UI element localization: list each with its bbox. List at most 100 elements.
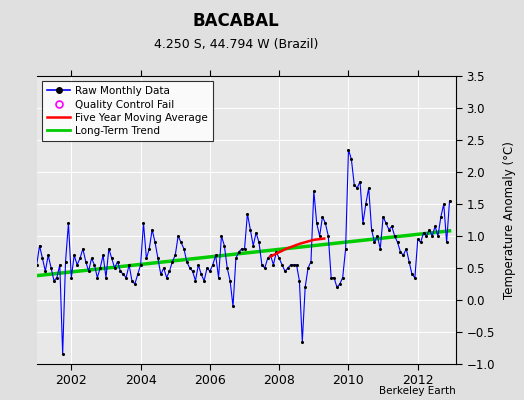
- Point: [249, 242, 257, 249]
- Point: [434, 233, 442, 239]
- Point: [111, 265, 119, 271]
- Point: [223, 265, 232, 271]
- Point: [96, 265, 104, 271]
- Point: [212, 252, 220, 258]
- Point: [442, 239, 451, 246]
- Point: [359, 220, 367, 226]
- Point: [370, 239, 379, 246]
- Point: [283, 265, 292, 271]
- Point: [353, 185, 362, 191]
- Point: [264, 255, 272, 262]
- Point: [312, 220, 321, 226]
- Point: [333, 284, 341, 290]
- Point: [292, 262, 301, 268]
- Point: [310, 188, 318, 194]
- Point: [275, 255, 283, 262]
- Point: [399, 252, 408, 258]
- Point: [41, 268, 50, 274]
- Point: [431, 223, 439, 230]
- Point: [38, 255, 47, 262]
- Point: [272, 249, 280, 255]
- Point: [44, 252, 52, 258]
- Point: [200, 278, 209, 284]
- Point: [260, 265, 269, 271]
- Point: [174, 233, 182, 239]
- Point: [99, 252, 107, 258]
- Point: [232, 255, 240, 262]
- Point: [365, 185, 373, 191]
- Point: [428, 233, 436, 239]
- Point: [382, 220, 390, 226]
- Point: [243, 210, 252, 217]
- Text: BACABAL: BACABAL: [192, 12, 279, 30]
- Y-axis label: Temperature Anomaly (°C): Temperature Anomaly (°C): [503, 141, 516, 299]
- Point: [93, 274, 102, 281]
- Point: [76, 255, 84, 262]
- Point: [113, 258, 122, 265]
- Point: [413, 236, 422, 242]
- Point: [168, 258, 177, 265]
- Point: [79, 246, 87, 252]
- Point: [90, 262, 99, 268]
- Point: [59, 351, 67, 358]
- Point: [252, 230, 260, 236]
- Point: [342, 246, 350, 252]
- Point: [130, 281, 139, 287]
- Point: [148, 226, 156, 233]
- Point: [235, 249, 243, 255]
- Point: [269, 262, 278, 268]
- Point: [214, 274, 223, 281]
- Point: [180, 246, 188, 252]
- Point: [339, 274, 347, 281]
- Point: [411, 274, 419, 281]
- Point: [304, 265, 312, 271]
- Point: [278, 262, 286, 268]
- Point: [128, 278, 136, 284]
- Point: [32, 262, 41, 268]
- Point: [107, 255, 116, 262]
- Point: [298, 338, 307, 345]
- Point: [67, 274, 75, 281]
- Point: [185, 265, 194, 271]
- Point: [246, 226, 255, 233]
- Point: [189, 268, 197, 274]
- Point: [402, 246, 410, 252]
- Point: [102, 274, 110, 281]
- Point: [165, 268, 173, 274]
- Point: [194, 262, 203, 268]
- Point: [408, 271, 416, 278]
- Point: [151, 239, 159, 246]
- Legend: Raw Monthly Data, Quality Control Fail, Five Year Moving Average, Long-Term Tren: Raw Monthly Data, Quality Control Fail, …: [42, 81, 213, 141]
- Point: [145, 246, 154, 252]
- Point: [116, 268, 125, 274]
- Point: [191, 278, 200, 284]
- Point: [301, 284, 309, 290]
- Point: [119, 271, 127, 278]
- Point: [385, 226, 393, 233]
- Point: [350, 182, 358, 188]
- Point: [258, 262, 266, 268]
- Point: [367, 226, 376, 233]
- Point: [321, 220, 330, 226]
- Point: [425, 226, 433, 233]
- Point: [266, 252, 275, 258]
- Point: [182, 258, 191, 265]
- Point: [47, 265, 56, 271]
- Point: [162, 274, 171, 281]
- Point: [417, 239, 425, 246]
- Point: [209, 262, 217, 268]
- Point: [70, 252, 79, 258]
- Point: [157, 271, 165, 278]
- Point: [171, 252, 179, 258]
- Point: [203, 265, 211, 271]
- Point: [206, 268, 214, 274]
- Point: [394, 239, 402, 246]
- Point: [422, 233, 431, 239]
- Point: [88, 255, 96, 262]
- Point: [50, 278, 58, 284]
- Point: [336, 281, 344, 287]
- Point: [330, 274, 338, 281]
- Point: [136, 262, 145, 268]
- Point: [405, 258, 413, 265]
- Point: [154, 255, 162, 262]
